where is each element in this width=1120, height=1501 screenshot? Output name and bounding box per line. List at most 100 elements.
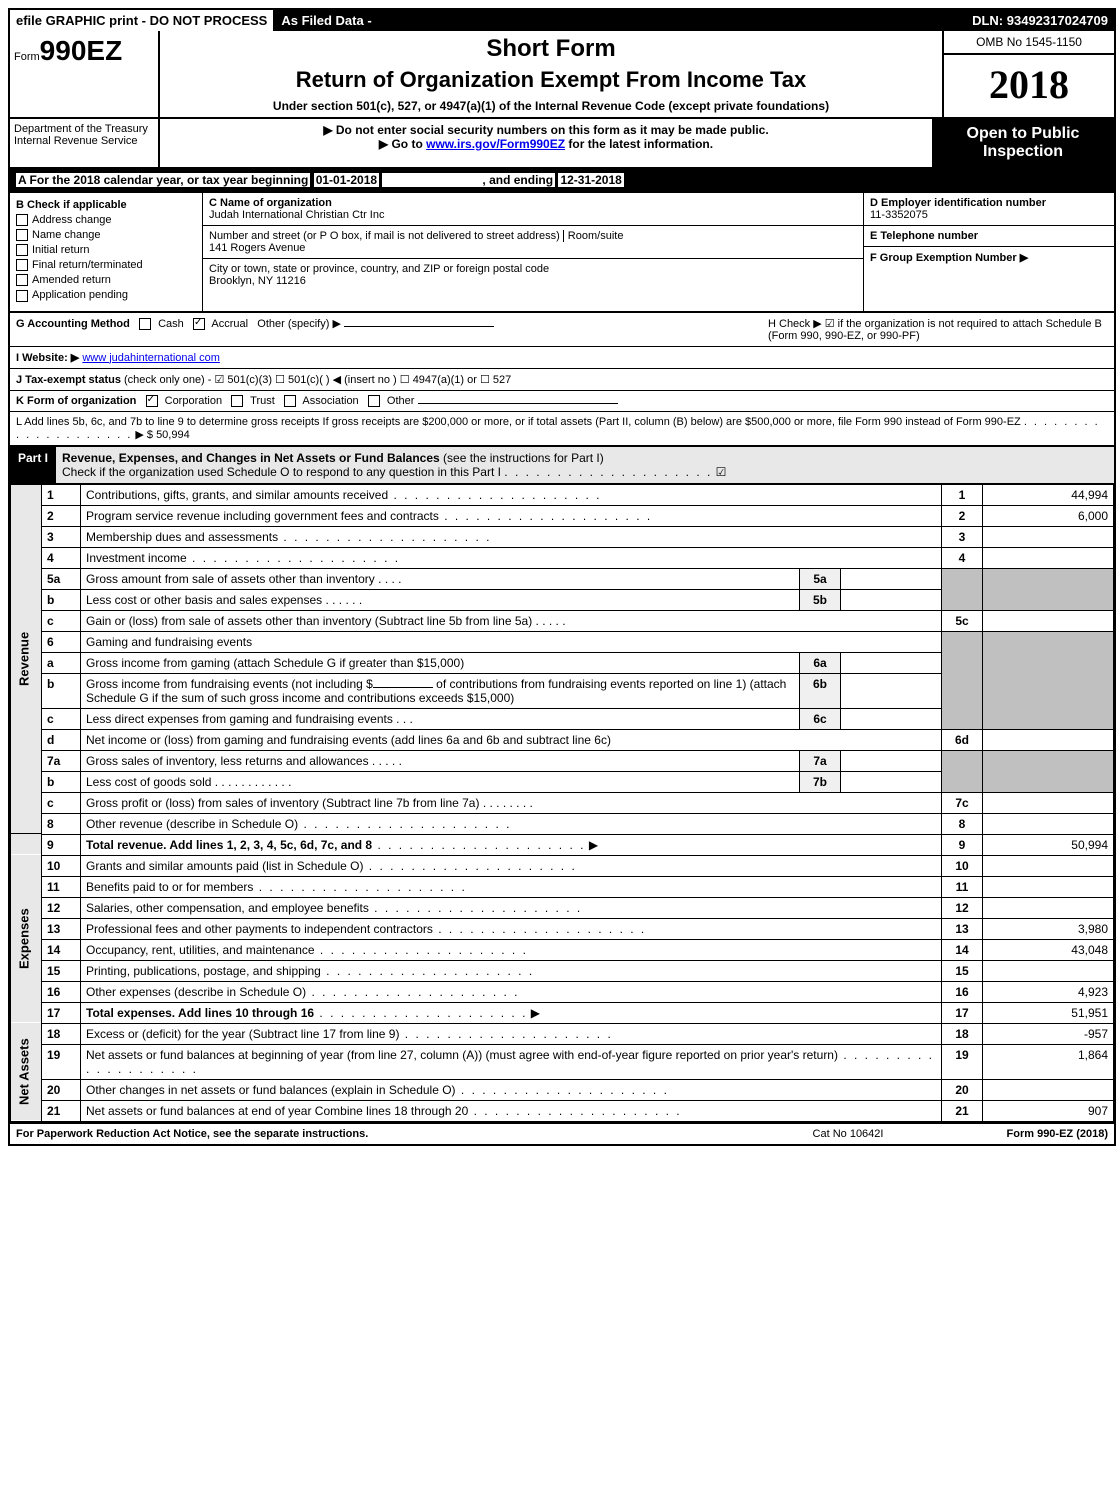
note-ssn: ▶ Do not enter social security numbers o… [164, 123, 928, 137]
form-of-org-label: K Form of organization [16, 395, 136, 407]
city-value: Brooklyn, NY 11216 [209, 275, 857, 287]
as-filed-label: As Filed Data - [275, 10, 377, 31]
dept-line1: Department of the Treasury [14, 123, 154, 135]
section-d: D Employer identification number 11-3352… [864, 193, 1114, 226]
section-e: E Telephone number [864, 226, 1114, 247]
line-18: Net Assets 18 Excess or (deficit) for th… [11, 1023, 1114, 1044]
line-14: 14 Occupancy, rent, utilities, and maint… [11, 939, 1114, 960]
open-to-public: Open to Public Inspection [932, 119, 1114, 167]
sub-header: Department of the Treasury Internal Reve… [10, 119, 1114, 169]
form-prefix: Form [14, 51, 40, 63]
section-a-mid: , and ending [382, 173, 555, 187]
form-no-footer: Form 990-EZ (2018) [948, 1128, 1108, 1140]
line-1: Revenue 1 Contributions, gifts, grants, … [11, 484, 1114, 505]
dept-line2: Internal Revenue Service [14, 135, 154, 147]
group-exemption-label: F Group Exemption Number ▶ [870, 251, 1108, 264]
checkbox-initial-return[interactable]: Initial return [16, 244, 196, 256]
line-5a: 5a Gross amount from sale of assets othe… [11, 568, 1114, 589]
phone-label: E Telephone number [870, 230, 1108, 242]
expenses-label: Expenses [11, 855, 42, 1023]
city-label: City or town, state or province, country… [209, 263, 857, 275]
efile-notice: efile GRAPHIC print - DO NOT PROCESS [10, 10, 275, 31]
line-11: 11 Benefits paid to or for members 11 [11, 876, 1114, 897]
checkbox-name-change[interactable]: Name change [16, 229, 196, 241]
section-l-prefix: ▶ $ [135, 429, 153, 441]
line-3: 3 Membership dues and assessments 3 [11, 526, 1114, 547]
line-6: 6 Gaming and fundraising events [11, 631, 1114, 652]
checkbox-final-return[interactable]: Final return/terminated [16, 259, 196, 271]
revenue-label: Revenue [11, 484, 42, 834]
form-title-block: Short Form Return of Organization Exempt… [160, 31, 942, 117]
form-number-block: Form990EZ [10, 31, 160, 117]
line-2: 2 Program service revenue including gove… [11, 505, 1114, 526]
section-g-h: G Accounting Method Cash Accrual Other (… [10, 313, 1114, 347]
org-name: Judah International Christian Ctr Inc [209, 209, 857, 221]
line-4: 4 Investment income 4 [11, 547, 1114, 568]
footer: For Paperwork Reduction Act Notice, see … [10, 1122, 1114, 1144]
city-row: City or town, state or province, country… [203, 259, 863, 291]
line-13: 13 Professional fees and other payments … [11, 918, 1114, 939]
ein-label: D Employer identification number [870, 197, 1108, 209]
subtitle: Under section 501(c), 527, or 4947(a)(1)… [168, 99, 934, 113]
dln-value: 93492317024709 [1007, 13, 1108, 28]
omb-number: OMB No 1545-1150 [944, 31, 1114, 55]
cat-no: Cat No 10642I [748, 1128, 948, 1140]
line-12: 12 Salaries, other compensation, and emp… [11, 897, 1114, 918]
line-7a: 7a Gross sales of inventory, less return… [11, 750, 1114, 771]
part-1-label: Part I [10, 447, 56, 483]
checkbox-association[interactable] [284, 395, 296, 407]
paperwork-notice: For Paperwork Reduction Act Notice, see … [16, 1128, 748, 1140]
dln-block: DLN: 93492317024709 [966, 10, 1114, 31]
return-title: Return of Organization Exempt From Incom… [168, 67, 934, 93]
street-row: Number and street (or P O box, if mail i… [203, 226, 863, 259]
line-21: 21 Net assets or fund balances at end of… [11, 1100, 1114, 1121]
line-17: 17 Total expenses. Add lines 10 through … [11, 1002, 1114, 1023]
line-10: Expenses 10 Grants and similar amounts p… [11, 855, 1114, 876]
accounting-label: G Accounting Method [16, 318, 130, 330]
checkbox-cash[interactable] [139, 318, 151, 330]
irs-link[interactable]: www.irs.gov/Form990EZ [426, 137, 565, 151]
line-15: 15 Printing, publications, postage, and … [11, 960, 1114, 981]
org-name-row: C Name of organization Judah Internation… [203, 193, 863, 226]
checkbox-amended[interactable]: Amended return [16, 274, 196, 286]
org-name-label: C Name of organization [209, 197, 857, 209]
section-b: B Check if applicable Address change Nam… [10, 193, 203, 311]
section-g: G Accounting Method Cash Accrual Other (… [16, 317, 758, 342]
form-990ez-container: efile GRAPHIC print - DO NOT PROCESS As … [8, 8, 1116, 1146]
website-label: I Website: ▶ [16, 352, 79, 364]
netassets-label: Net Assets [11, 1023, 42, 1121]
website-link[interactable]: www judahinternational com [82, 352, 220, 364]
section-h: H Check ▶ ☑ if the organization is not r… [758, 317, 1108, 342]
section-f: F Group Exemption Number ▶ [864, 247, 1114, 268]
tax-exempt-label: J Tax-exempt status [16, 374, 121, 386]
right-info: D Employer identification number 11-3352… [863, 193, 1114, 311]
note-goto: ▶ Go to www.irs.gov/Form990EZ for the la… [164, 137, 928, 151]
line-5c: c Gain or (loss) from sale of assets oth… [11, 610, 1114, 631]
checkbox-accrual[interactable] [193, 318, 205, 330]
end-date: 12-31-2018 [558, 173, 623, 187]
form-header: Form990EZ Short Form Return of Organizat… [10, 31, 1114, 119]
line-9: 9 Total revenue. Add lines 1, 2, 3, 4, 5… [11, 834, 1114, 855]
checkbox-address-change[interactable]: Address change [16, 214, 196, 226]
begin-date: 01-01-2018 [314, 173, 379, 187]
street-label: Number and street (or P O box, if mail i… [209, 230, 857, 242]
section-l-value: 50,994 [156, 429, 190, 441]
section-a: A For the 2018 calendar year, or tax yea… [10, 169, 1114, 193]
instructions: ▶ Do not enter social security numbers o… [160, 119, 932, 167]
section-l-text: L Add lines 5b, 6c, and 7b to line 9 to … [16, 416, 1021, 428]
dln-label: DLN: [972, 13, 1003, 28]
line-16: 16 Other expenses (describe in Schedule … [11, 981, 1114, 1002]
checkbox-application-pending[interactable]: Application pending [16, 289, 196, 301]
part1-checkbox[interactable]: ☑ [716, 465, 727, 479]
section-c: C Name of organization Judah Internation… [203, 193, 863, 311]
line-20: 20 Other changes in net assets or fund b… [11, 1079, 1114, 1100]
checkbox-corporation[interactable] [146, 395, 158, 407]
tax-year: 2018 [944, 55, 1114, 114]
info-block: B Check if applicable Address change Nam… [10, 193, 1114, 313]
checkbox-other-org[interactable] [368, 395, 380, 407]
line-19: 19 Net assets or fund balances at beginn… [11, 1044, 1114, 1079]
section-j: J Tax-exempt status (check only one) - ☑… [10, 369, 1114, 391]
line-7c: c Gross profit or (loss) from sales of i… [11, 792, 1114, 813]
checkbox-trust[interactable] [231, 395, 243, 407]
section-l: L Add lines 5b, 6c, and 7b to line 9 to … [10, 412, 1114, 447]
